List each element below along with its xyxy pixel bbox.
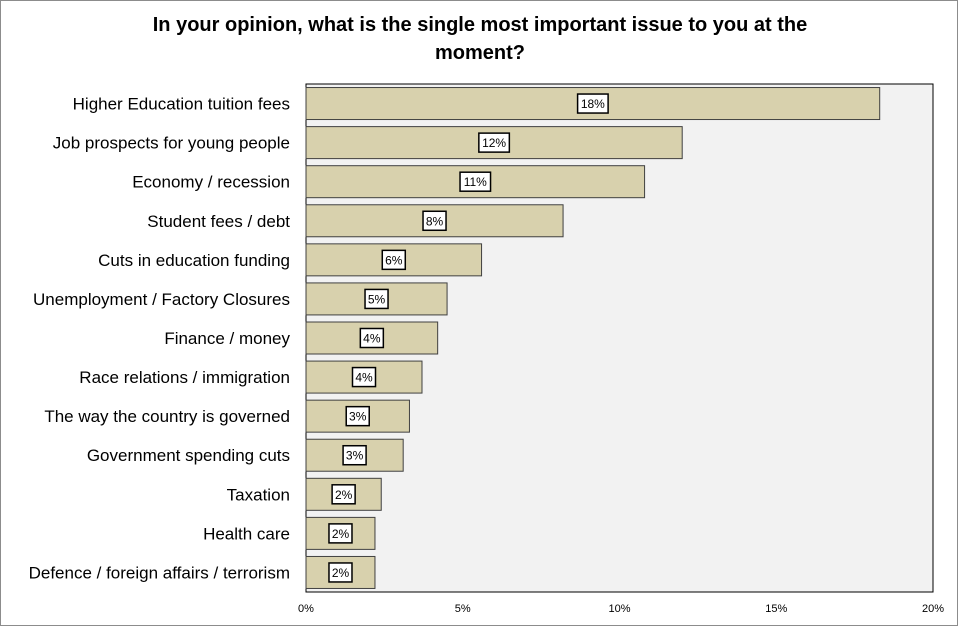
x-tick-label: 20% — [922, 603, 944, 615]
data-label: 2% — [332, 566, 350, 580]
data-label: 11% — [464, 175, 487, 189]
data-label-box — [345, 405, 370, 427]
data-label: 12% — [482, 136, 506, 150]
data-label-box — [359, 327, 385, 349]
category-label: Higher Education tuition fees — [73, 95, 290, 114]
category-label: Health care — [203, 524, 290, 543]
category-label: Economy / recession — [132, 173, 290, 192]
data-label-box — [364, 288, 389, 310]
chart-title: In your opinion, what is the single most… — [152, 14, 808, 64]
category-label: Taxation — [227, 485, 290, 504]
x-tick-label: 5% — [455, 603, 471, 615]
x-tick-label: 0% — [298, 603, 314, 615]
category-label: Unemployment / Factory Closures — [33, 290, 290, 309]
data-label: 8% — [426, 214, 444, 228]
data-label: 6% — [385, 253, 403, 267]
data-label: 2% — [332, 527, 350, 541]
data-label: 4% — [363, 332, 381, 346]
data-label-box — [328, 523, 353, 544]
data-label: 4% — [355, 371, 373, 385]
data-label-box — [331, 484, 356, 505]
data-label-box — [576, 93, 609, 114]
data-label-box — [478, 132, 511, 153]
data-label-box — [422, 210, 447, 232]
data-label: 2% — [335, 488, 353, 502]
data-label-box — [381, 249, 407, 271]
x-tick-label: 15% — [765, 603, 787, 615]
data-label-box — [342, 444, 367, 466]
category-label: Cuts in education funding — [98, 251, 290, 270]
category-label: Government spending cuts — [87, 446, 290, 465]
data-label: 3% — [346, 449, 364, 463]
data-label-box — [328, 562, 353, 583]
x-tick-label: 10% — [608, 603, 630, 615]
data-label: 3% — [349, 410, 367, 424]
category-label: Finance / money — [164, 329, 290, 348]
category-label: Defence / foreign affairs / terrorism — [29, 563, 290, 582]
category-label: Job prospects for young people — [53, 134, 290, 153]
data-label: 18% — [581, 97, 605, 111]
data-label: 5% — [368, 292, 386, 306]
category-label: The way the country is governed — [44, 407, 290, 426]
data-label-box — [351, 366, 377, 388]
category-label: Student fees / debt — [147, 212, 290, 231]
category-label: Race relations / immigration — [79, 368, 290, 387]
data-label-box — [459, 171, 492, 192]
